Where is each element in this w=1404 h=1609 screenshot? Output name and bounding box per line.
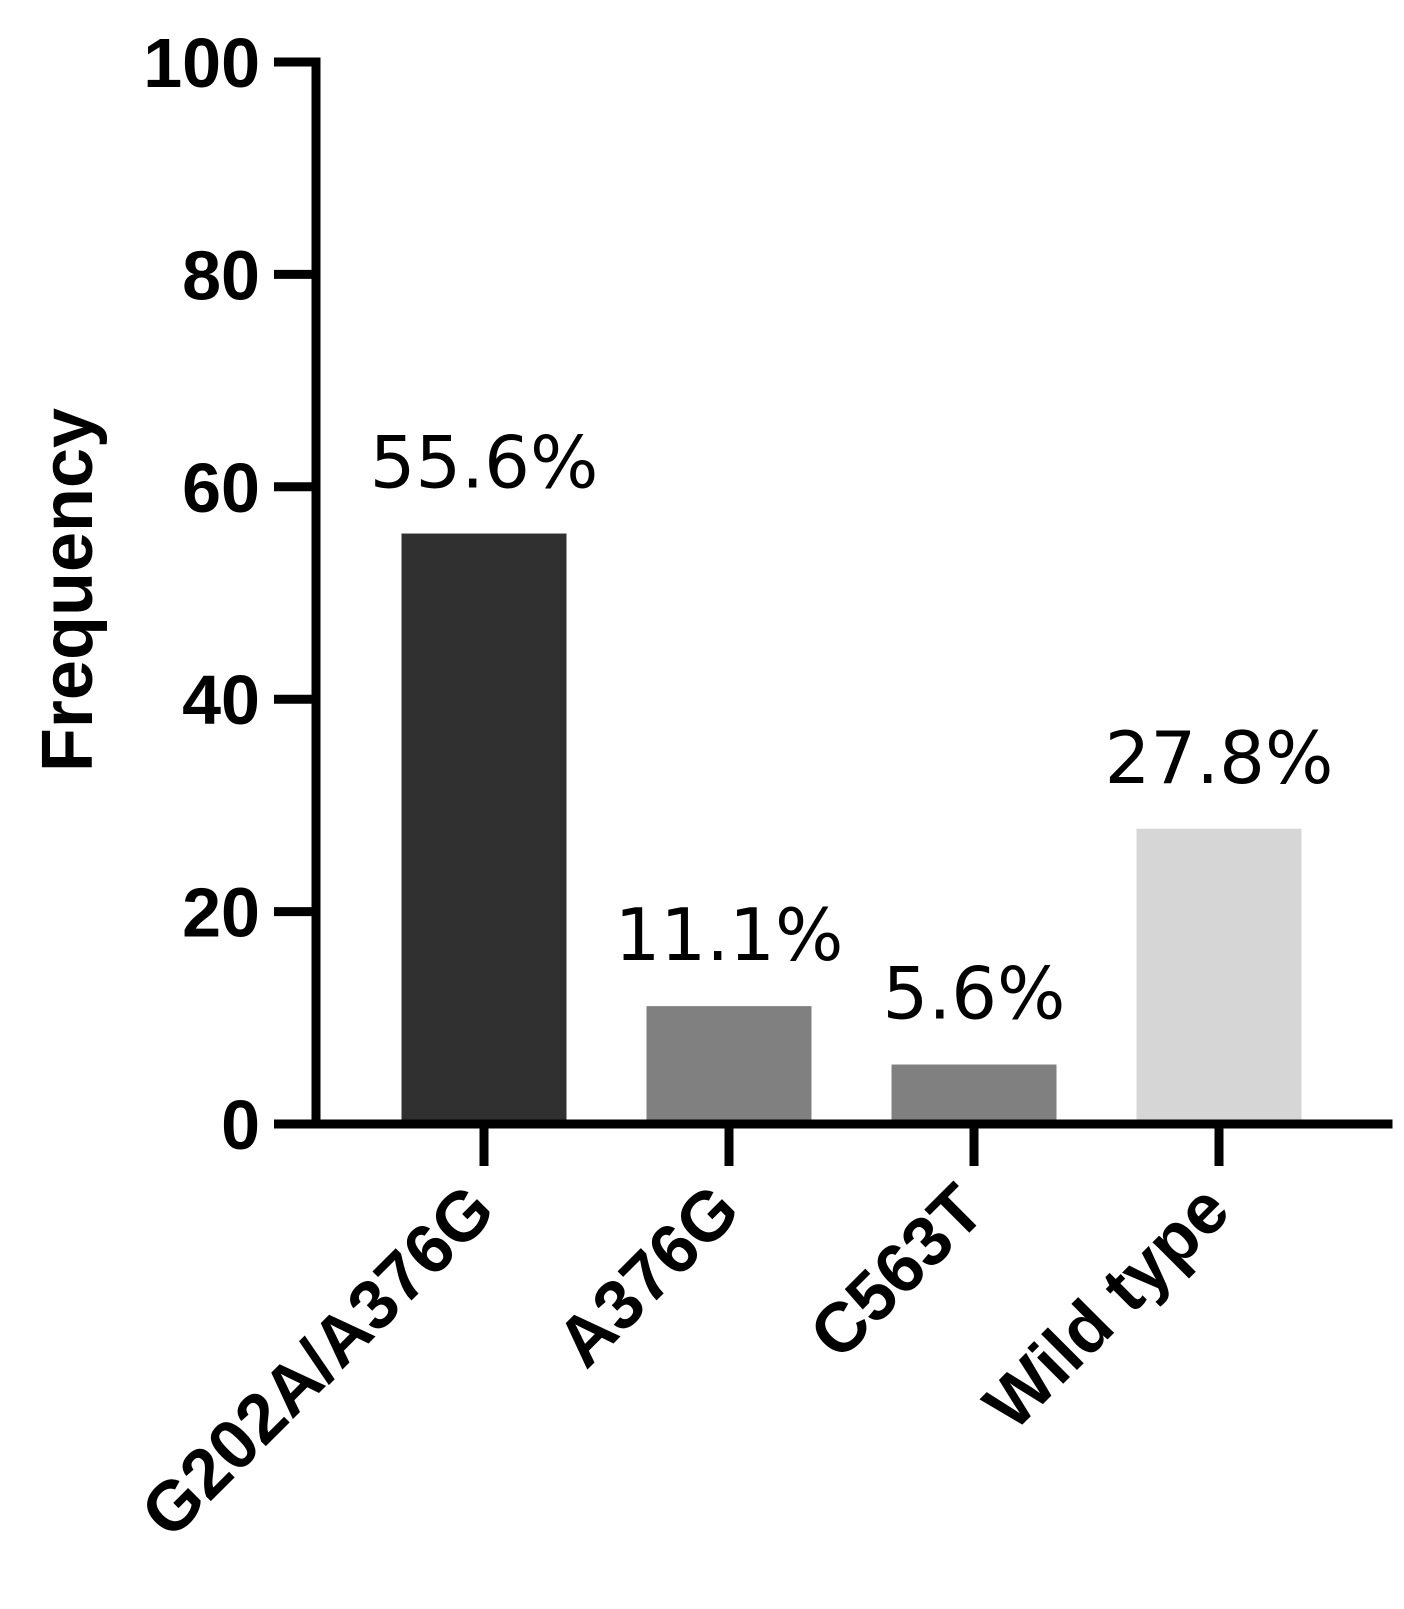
bar-3 bbox=[1136, 828, 1302, 1124]
data-label-0: 55.6% bbox=[370, 421, 599, 505]
bar-1 bbox=[646, 1006, 812, 1124]
x-tick-label-1: A376G bbox=[542, 1169, 754, 1381]
data-labels: 55.6% 11.1% 5.6% 27.8% bbox=[370, 421, 1334, 1036]
y-axis: 0 20 40 60 80 100 bbox=[143, 24, 321, 1164]
data-label-3: 27.8% bbox=[1105, 716, 1334, 800]
y-tick-label-1: 20 bbox=[182, 874, 260, 952]
y-tick-label-2: 40 bbox=[182, 661, 260, 739]
bar-0 bbox=[401, 533, 567, 1124]
x-tick-label-3: Wild type bbox=[969, 1169, 1244, 1444]
bar-2 bbox=[891, 1064, 1057, 1124]
x-tick-label-2: C563T bbox=[795, 1169, 999, 1373]
data-label-1: 11.1% bbox=[615, 893, 844, 977]
y-tick-label-0: 0 bbox=[221, 1086, 260, 1164]
y-tick-label-5: 100 bbox=[143, 24, 260, 102]
y-axis-title: Frequency bbox=[28, 408, 108, 772]
y-tick-label-3: 60 bbox=[182, 449, 260, 527]
x-tick-label-0: G202A/A376G bbox=[126, 1169, 509, 1552]
bars bbox=[401, 533, 1302, 1124]
y-tick-label-4: 80 bbox=[182, 236, 260, 314]
data-label-2: 5.6% bbox=[883, 952, 1066, 1036]
